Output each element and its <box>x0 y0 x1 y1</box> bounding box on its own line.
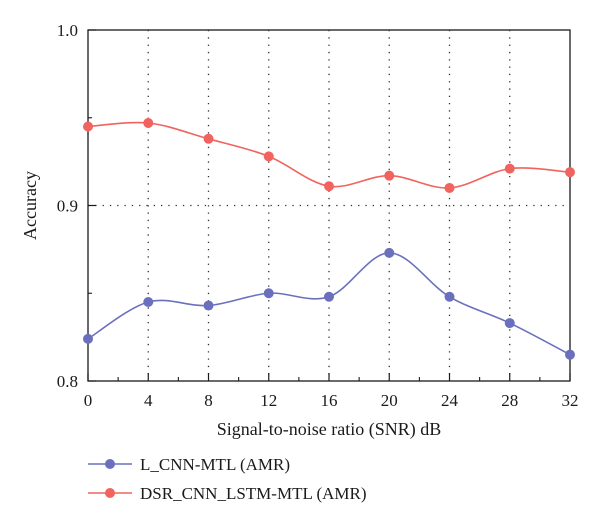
legend-marker-series-2 <box>105 488 115 498</box>
y-axis-label: Accuracy <box>20 171 40 240</box>
series-layer <box>83 118 575 360</box>
axis-ticks <box>87 29 571 382</box>
x-tick-label-32: 32 <box>562 391 579 410</box>
legend-item-series-1: L_CNN-MTL (AMR) <box>88 455 290 474</box>
legend-marker-series-1 <box>105 459 115 469</box>
legend-label-series-2: DSR_CNN_LSTM-MTL (AMR) <box>140 484 367 503</box>
legend-label-series-1: L_CNN-MTL (AMR) <box>140 455 290 474</box>
x-axis-label: Signal-to-noise ratio (SNR) dB <box>217 419 441 440</box>
series-1-point-24 <box>444 291 455 302</box>
series-1-point-12 <box>263 288 274 299</box>
series-2-point-8 <box>203 133 214 144</box>
y-tick-label-0.9: 0.9 <box>57 197 78 216</box>
series-2-point-4 <box>143 118 154 129</box>
series-2-point-32 <box>565 167 575 178</box>
series-1-point-20 <box>384 247 395 258</box>
x-tick-label-8: 8 <box>204 391 213 410</box>
x-tick-label-12: 12 <box>260 391 277 410</box>
series-2-point-24 <box>444 182 455 193</box>
legend: L_CNN-MTL (AMR) DSR_CNN_LSTM-MTL (AMR) <box>88 455 367 503</box>
grid-lines <box>88 30 570 381</box>
series-2-point-20 <box>384 170 395 181</box>
x-tick-labels: 0 4 8 12 16 20 24 28 32 <box>84 391 579 410</box>
x-tick-label-28: 28 <box>501 391 518 410</box>
series-1-point-8 <box>203 300 214 311</box>
series-2-point-28 <box>504 163 515 174</box>
y-tick-labels: 0.8 0.9 1.0 <box>57 21 78 391</box>
y-tick-label-1.0: 1.0 <box>57 21 78 40</box>
series-1-point-4 <box>143 297 154 308</box>
x-tick-label-24: 24 <box>441 391 459 410</box>
x-tick-label-0: 0 <box>84 391 93 410</box>
series-1-point-16 <box>324 291 334 302</box>
x-tick-label-16: 16 <box>321 391 338 410</box>
y-tick-label-0.8: 0.8 <box>57 372 78 391</box>
x-tick-label-4: 4 <box>144 391 153 410</box>
series-1-point-32 <box>565 349 575 360</box>
legend-item-series-2: DSR_CNN_LSTM-MTL (AMR) <box>88 484 367 503</box>
series-1-point-0 <box>83 333 93 344</box>
series-line-1 <box>87 252 571 356</box>
series-1-point-28 <box>504 318 515 329</box>
x-tick-label-20: 20 <box>381 391 398 410</box>
series-2-point-0 <box>83 121 93 132</box>
series-2-point-16 <box>324 181 334 192</box>
series-2-point-12 <box>263 151 274 162</box>
